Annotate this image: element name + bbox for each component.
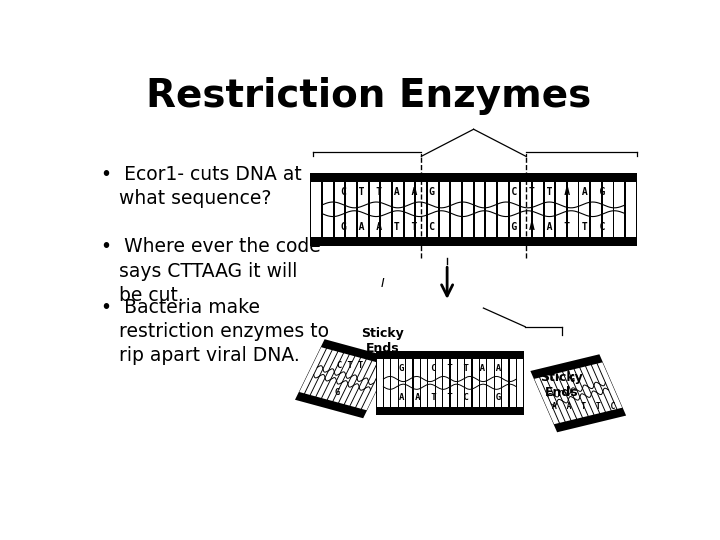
Bar — [540, 376, 564, 423]
Bar — [451, 181, 461, 237]
Bar — [351, 361, 377, 407]
Text: Sticky
Ends: Sticky Ends — [540, 371, 583, 399]
Text: G     C  T  T  A  A: G C T T A A — [399, 364, 501, 373]
Bar — [487, 359, 494, 407]
Bar — [339, 358, 366, 404]
Bar — [510, 359, 516, 407]
Text: I: I — [381, 276, 384, 289]
Text: •  Bacteria make
   restriction enzymes to
   rip apart viral DNA.: • Bacteria make restriction enzymes to r… — [101, 298, 329, 365]
Bar — [544, 181, 554, 237]
Bar — [575, 368, 599, 415]
Bar — [569, 369, 593, 416]
Bar — [486, 181, 496, 237]
Bar — [311, 181, 321, 237]
Text: G  A  A  T  T  C             G  A  A  T  T  C: G A A T T C G A A T T C — [341, 222, 606, 232]
Text: A  A  T  T  C     G: A A T T C G — [399, 393, 501, 402]
Bar — [416, 181, 426, 237]
Bar — [495, 359, 501, 407]
Text: A  A  T  T  C: A A T T C — [552, 402, 616, 411]
Bar — [428, 181, 438, 237]
Bar — [498, 181, 508, 237]
Bar — [310, 350, 338, 396]
Bar — [580, 367, 605, 413]
Text: Sticky
Ends: Sticky Ends — [361, 327, 405, 355]
Bar — [436, 359, 442, 407]
Bar — [463, 181, 473, 237]
Bar — [474, 181, 485, 237]
Bar — [552, 374, 576, 420]
Text: C T T: C T T — [337, 361, 364, 370]
Bar — [556, 181, 566, 237]
Bar — [428, 359, 435, 407]
Bar — [295, 339, 393, 418]
Bar — [305, 349, 332, 395]
Bar — [376, 350, 524, 415]
Bar — [346, 181, 356, 237]
Bar — [598, 362, 622, 409]
Bar — [510, 181, 519, 237]
Bar — [392, 359, 397, 407]
Bar — [557, 372, 582, 418]
Bar — [356, 362, 383, 409]
Bar — [384, 359, 390, 407]
Bar — [377, 359, 383, 407]
Bar — [405, 181, 415, 237]
Bar — [300, 347, 326, 393]
Text: C  T  T  A  A  G             C  T  T  A  A  G: C T T A A G C T T A A G — [341, 187, 606, 197]
Bar — [591, 181, 601, 237]
Bar — [413, 359, 420, 407]
Bar — [323, 181, 333, 237]
Bar — [563, 371, 588, 417]
Bar — [517, 359, 523, 407]
Bar — [580, 181, 589, 237]
Bar — [333, 356, 360, 402]
Text: •  Ecor1- cuts DNA at
   what sequence?: • Ecor1- cuts DNA at what sequence? — [101, 165, 302, 208]
Bar — [345, 360, 372, 406]
Bar — [533, 181, 543, 237]
Bar — [603, 181, 613, 237]
Bar — [358, 181, 368, 237]
Bar — [451, 359, 456, 407]
Bar — [362, 364, 389, 410]
Bar — [473, 359, 479, 407]
Bar — [586, 365, 611, 411]
Bar — [534, 377, 559, 424]
Bar — [465, 359, 472, 407]
Bar — [421, 359, 427, 407]
Bar — [406, 359, 413, 407]
Bar — [369, 181, 379, 237]
Text: G: G — [570, 375, 575, 384]
Bar — [322, 353, 348, 400]
Bar — [568, 181, 577, 237]
Bar — [328, 355, 354, 401]
Bar — [546, 375, 570, 421]
Bar — [480, 359, 486, 407]
Bar — [521, 181, 531, 237]
Bar — [310, 173, 636, 246]
Bar — [592, 364, 616, 410]
Text: •  Where ever the code
   says CTTAAG it will
   be cut.: • Where ever the code says CTTAAG it wil… — [101, 238, 321, 305]
Bar — [399, 359, 405, 407]
Bar — [316, 352, 343, 398]
Bar — [443, 359, 449, 407]
Bar — [531, 354, 626, 433]
Text: Restriction Enzymes: Restriction Enzymes — [146, 77, 592, 115]
Bar — [458, 359, 464, 407]
Bar — [614, 181, 624, 237]
Bar — [382, 181, 391, 237]
Bar — [393, 181, 402, 237]
Bar — [626, 181, 636, 237]
Bar — [335, 181, 344, 237]
Text: G: G — [335, 388, 340, 396]
Bar — [440, 181, 449, 237]
Bar — [503, 359, 508, 407]
